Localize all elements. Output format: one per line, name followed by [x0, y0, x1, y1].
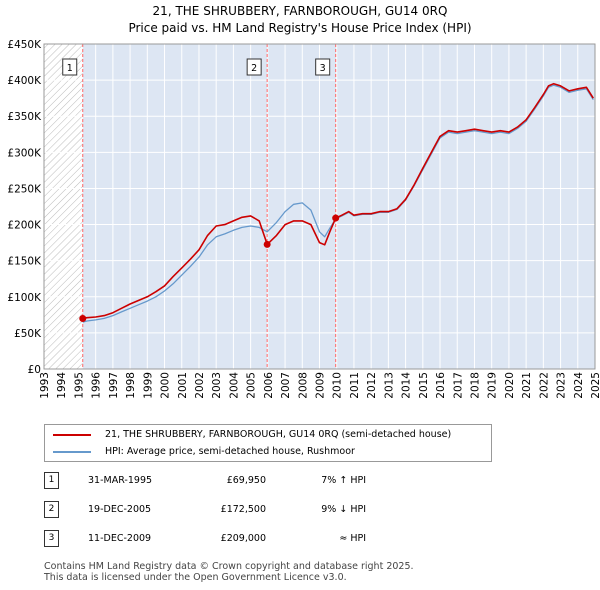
- footer-copyright: Contains HM Land Registry data © Crown c…: [44, 561, 414, 572]
- x-tick-label: 2006: [263, 372, 275, 399]
- sale-hpi-comparison: 9% ↓ HPI: [321, 504, 366, 515]
- sale-label-text-1: 1: [67, 63, 73, 74]
- sale-marker-2: [263, 240, 271, 248]
- x-tick-label: 2016: [435, 372, 447, 399]
- x-tick-label: 1999: [142, 372, 154, 399]
- y-tick-label: £250K: [7, 183, 42, 195]
- sale-price: £69,950: [226, 475, 266, 486]
- chart-title: 21, THE SHRUBBERY, FARNBOROUGH, GU14 0RQ…: [0, 3, 600, 37]
- x-tick-label: 2009: [315, 372, 327, 399]
- sale-row-2: 2 19-DEC-2005 £172,500 9% ↓ HPI: [44, 501, 384, 518]
- x-tick-label: 2017: [452, 372, 464, 399]
- footer-licence: This data is licensed under the Open Gov…: [44, 572, 347, 583]
- hatched-region: [44, 44, 83, 369]
- legend-swatch-property: [53, 433, 91, 436]
- x-tick-label: 2001: [177, 372, 189, 399]
- legend-item-hpi: HPI: Average price, semi-detached house,…: [53, 444, 355, 460]
- chart-title-line1: 21, THE SHRUBBERY, FARNBOROUGH, GU14 0RQ: [152, 4, 448, 18]
- x-tick-label: 2005: [246, 372, 258, 399]
- x-tick-label: 1994: [56, 372, 68, 399]
- price-chart: £0 £50K £100K £150K £200K £250K £300K £350K £400…: [7, 39, 600, 399]
- x-tick-label: 2020: [504, 372, 516, 399]
- x-tick-label: 2002: [194, 372, 206, 399]
- x-tick-label: 2008: [297, 372, 309, 399]
- sale-marker-1: [79, 314, 87, 322]
- sale-date: 31-MAR-1995: [88, 475, 153, 486]
- x-tick-label: 2021: [521, 372, 533, 399]
- sale-price: £209,000: [220, 533, 266, 544]
- x-tick-label: 1998: [125, 372, 137, 399]
- plot-frame: [43, 43, 596, 370]
- y-tick-label: £350K: [7, 111, 42, 123]
- sale-label-box-3: [315, 58, 331, 76]
- sale-number-badge: 2: [44, 501, 59, 518]
- x-tick-label: 2011: [349, 372, 361, 399]
- y-tick-label: £450K: [7, 39, 42, 51]
- x-tick-label: 1993: [39, 372, 51, 399]
- x-tick-label: 2018: [469, 372, 481, 399]
- x-tick-label: 2025: [590, 372, 600, 399]
- sale-date: 11-DEC-2009: [88, 533, 152, 544]
- x-tick-label: 1995: [73, 372, 85, 399]
- sale-number-badge: 3: [44, 530, 59, 547]
- sale-row-3: 3 11-DEC-2009 £209,000 ≈ HPI: [44, 530, 384, 547]
- legend-label-hpi: HPI: Average price, semi-detached house,…: [105, 446, 355, 457]
- x-tick-label: 2000: [160, 372, 172, 399]
- x-tick-label: 2014: [401, 372, 413, 399]
- legend-item-property: 21, THE SHRUBBERY, FARNBOROUGH, GU14 0RQ…: [53, 427, 451, 443]
- sale-number-badge: 1: [44, 472, 59, 489]
- sale-label-text-2: 2: [251, 63, 257, 74]
- legend: 21, THE SHRUBBERY, FARNBOROUGH, GU14 0RQ…: [44, 424, 492, 462]
- sale-label-box-1: [62, 58, 78, 76]
- sale-date: 19-DEC-2005: [88, 504, 152, 515]
- y-tick-label: £100K: [7, 292, 42, 304]
- y-tick-label: £200K: [7, 220, 42, 232]
- x-tick-label: 2004: [228, 372, 240, 399]
- x-tick-label: 2003: [211, 372, 223, 399]
- x-tick-label: 2012: [366, 372, 378, 399]
- x-tick-label: 2023: [556, 372, 568, 399]
- sale-marker-3: [332, 214, 340, 222]
- sale-hpi-comparison: ≈ HPI: [339, 533, 366, 544]
- y-tick-label: £150K: [7, 256, 42, 268]
- x-tick-label: 2010: [332, 372, 344, 399]
- y-tick-label: £400K: [7, 75, 42, 87]
- sale-row-1: 1 31-MAR-1995 £69,950 7% ↑ HPI: [44, 472, 384, 489]
- sales-table: 1 31-MAR-1995 £69,950 7% ↑ HPI 2 19-DEC-…: [44, 472, 384, 559]
- x-tick-label: 2024: [573, 372, 585, 399]
- sale-hpi-comparison: 7% ↑ HPI: [321, 475, 366, 486]
- y-tick-label: £50K: [14, 328, 42, 340]
- y-tick-label: £0: [28, 364, 41, 376]
- x-tick-label: 2007: [280, 372, 292, 399]
- x-tick-label: 1997: [108, 372, 120, 399]
- x-tick-label: 2015: [418, 372, 430, 399]
- x-tick-label: 1996: [91, 372, 103, 399]
- y-tick-label: £300K: [7, 147, 42, 159]
- sale-label-box-2: [246, 58, 262, 76]
- x-tick-label: 2019: [487, 372, 499, 399]
- x-tick-label: 2013: [383, 372, 395, 399]
- sale-label-text-3: 3: [320, 63, 326, 74]
- legend-label-property: 21, THE SHRUBBERY, FARNBOROUGH, GU14 0RQ…: [105, 429, 452, 440]
- chart-title-line2: Price paid vs. HM Land Registry's House …: [128, 21, 472, 35]
- sale-price: £172,500: [220, 504, 266, 515]
- shaded-region: [82, 44, 595, 369]
- legend-swatch-hpi: [53, 450, 91, 453]
- x-tick-label: 2022: [538, 372, 550, 399]
- footer: Contains HM Land Registry data © Crown c…: [44, 561, 414, 583]
